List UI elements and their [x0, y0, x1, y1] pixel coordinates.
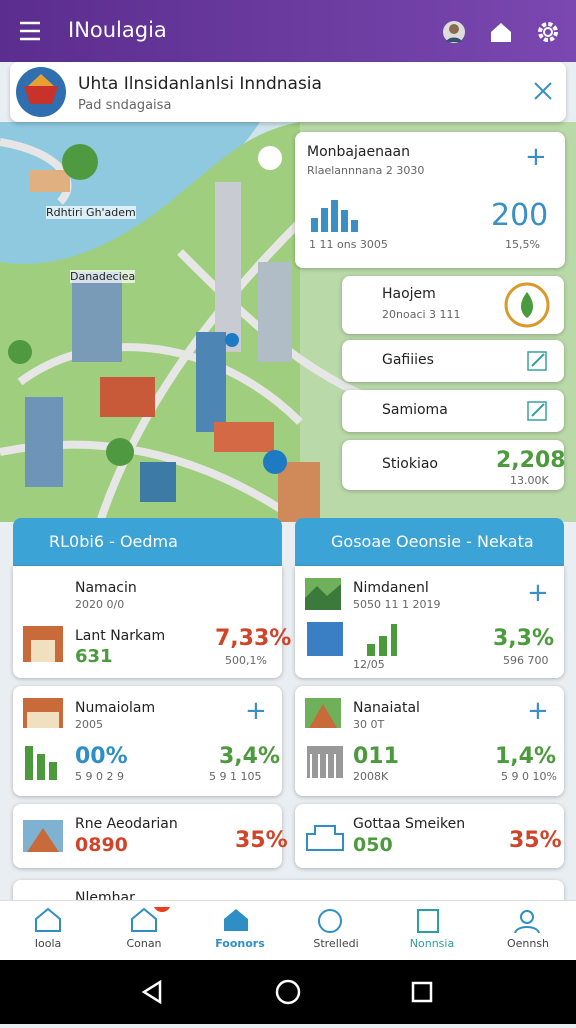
card-note: 596 700 — [503, 654, 549, 667]
card-title: Samioma — [382, 402, 448, 418]
card-title: Monbajaenaan — [307, 144, 410, 160]
map-label: Danadeciea — [70, 270, 136, 283]
card-title: Numaiolam — [75, 700, 156, 716]
list-card[interactable]: Gafiiies — [342, 340, 564, 382]
card-note: 15,5% — [505, 238, 540, 251]
section-header: RL0bi6 - Oedma — [13, 518, 282, 566]
card-thumb — [23, 820, 63, 852]
data-card[interactable]: Gottaa Smeiken 050 35% — [295, 804, 564, 868]
card-percent: 3,3% — [493, 626, 555, 651]
card-note: 2008K — [353, 770, 389, 783]
system-nav — [0, 960, 576, 1024]
card-thumb — [305, 578, 341, 610]
add-button[interactable]: + — [245, 696, 267, 726]
nav-item[interactable]: Ioola — [34, 937, 62, 950]
avatar[interactable] — [442, 20, 466, 44]
bar-icon — [25, 746, 57, 780]
close-button[interactable] — [532, 80, 554, 102]
bar-icon — [307, 622, 397, 656]
card-title: Gottaa Smeiken — [353, 816, 466, 832]
bar-icon — [311, 200, 358, 232]
card-date: 2020 0/0 — [75, 598, 125, 611]
edit-icon[interactable] — [526, 350, 548, 372]
nav-icons — [35, 907, 540, 934]
card-value: 00% — [75, 744, 128, 769]
card-thumb — [307, 746, 343, 778]
card-value: 050 — [353, 834, 393, 856]
card-title: Namacin — [75, 580, 137, 596]
edit-icon[interactable] — [526, 400, 548, 422]
nav-item[interactable]: Oennsh — [506, 937, 550, 950]
card-title: Nanaiatal — [353, 700, 420, 716]
nav-item[interactable]: Nonnsia — [409, 937, 455, 950]
card-value: 2,208 — [496, 448, 566, 473]
card-percent: 35% — [509, 828, 562, 853]
section-title: Gosoae Oeonsie - Nekata — [331, 532, 534, 551]
card-subtitle: Lant Narkam — [75, 628, 166, 644]
add-button[interactable]: + — [527, 696, 549, 726]
settings-button[interactable] — [536, 20, 560, 44]
card-icon — [504, 282, 550, 328]
card-title: Gafiiies — [382, 352, 434, 368]
card-value: 200 — [491, 198, 549, 233]
card-percent: 35% — [235, 828, 288, 853]
card-thumb — [306, 825, 344, 851]
card-value: 0890 — [75, 834, 128, 856]
section-title: RL0bi6 - Oedma — [49, 532, 178, 551]
home-button[interactable] — [489, 20, 513, 44]
list-card[interactable]: Samioma — [342, 390, 564, 432]
app-title: INoulagia — [68, 18, 167, 42]
menu-button[interactable] — [18, 20, 42, 42]
stat-card[interactable]: Monbajaenaan Rlaelannnana 2 3030 + 200 1… — [295, 132, 565, 268]
section-header: Gosoae Oeonsie - Nekata — [295, 518, 564, 566]
list-card[interactable]: Stiokiao 2,208 13.00K — [342, 440, 566, 490]
card-value: 12/05 — [353, 658, 385, 671]
card-subtitle: 20noaci 3 111 — [382, 308, 461, 321]
add-button[interactable]: + — [525, 142, 547, 172]
nav-item[interactable]: Conan — [126, 937, 162, 950]
card-value: 011 — [353, 744, 399, 769]
app-bar: INoulagia — [0, 0, 576, 62]
card-thumb — [305, 698, 341, 728]
banner-subtitle: Pad sndagaisa — [78, 98, 172, 113]
card-title: Haojem — [382, 286, 436, 302]
card-note: 5 9 0 2 9 — [75, 770, 124, 783]
card-percent: 3,4% — [219, 744, 281, 769]
card-title: Stiokiao — [382, 456, 438, 472]
data-card[interactable]: Nanaiatal 30 0T + 011 2008K 1,4% 5 9 0 1… — [295, 686, 564, 796]
data-card[interactable]: Numaiolam 2005 + 00% 5 9 0 2 9 3,4% 5 9 … — [13, 686, 282, 796]
data-card[interactable]: Nimdanenl 5050 11 1 2019 + 12/05 3,3% 59… — [295, 566, 564, 678]
card-value: 631 — [75, 646, 113, 667]
card-thumb — [23, 626, 63, 662]
card-date: 5050 11 1 2019 — [353, 598, 441, 611]
system-buttons[interactable] — [0, 960, 576, 1024]
card-date: 2005 — [75, 718, 103, 731]
nav-item[interactable]: Foonors — [215, 937, 265, 950]
card-note: 1 11 ons 3005 — [309, 238, 388, 251]
banner-logo — [16, 67, 66, 117]
card-subtitle: Rlaelannnana 2 3030 — [307, 164, 425, 177]
card-title: Nimdanenl — [353, 580, 429, 596]
nav-item[interactable]: Strelledi — [313, 937, 359, 950]
card-percent: 1,4% — [495, 744, 557, 769]
banner-title: Uhta Ilnsidanlanlsi Inndnasia — [78, 74, 322, 94]
banner: Uhta Ilnsidanlanlsi Inndnasia Pad sndaga… — [10, 62, 566, 122]
card-percent: 7,33% — [215, 626, 292, 651]
card-note: 5 9 1 105 — [209, 770, 262, 783]
card-note: 500,1% — [225, 654, 267, 667]
card-note: 5 9 0 10% — [501, 770, 557, 783]
card-thumb — [23, 698, 63, 728]
map-label: Rdhtiri Gh'adem — [46, 206, 136, 219]
bottom-nav: Ioola Conan Foonors Strelledi Nonnsia Oe… — [0, 900, 576, 960]
add-button[interactable]: + — [527, 578, 549, 608]
list-card[interactable]: Haojem 20noaci 3 111 — [342, 276, 564, 334]
data-card[interactable]: Rne Aeodarian 0890 35% — [13, 804, 288, 868]
card-title: Rne Aeodarian — [75, 816, 178, 832]
card-note: 13.00K — [510, 474, 549, 487]
card-date: 30 0T — [353, 718, 385, 731]
data-card[interactable]: Namacin 2020 0/0 Lant Narkam 631 7,33% 5… — [13, 566, 291, 678]
